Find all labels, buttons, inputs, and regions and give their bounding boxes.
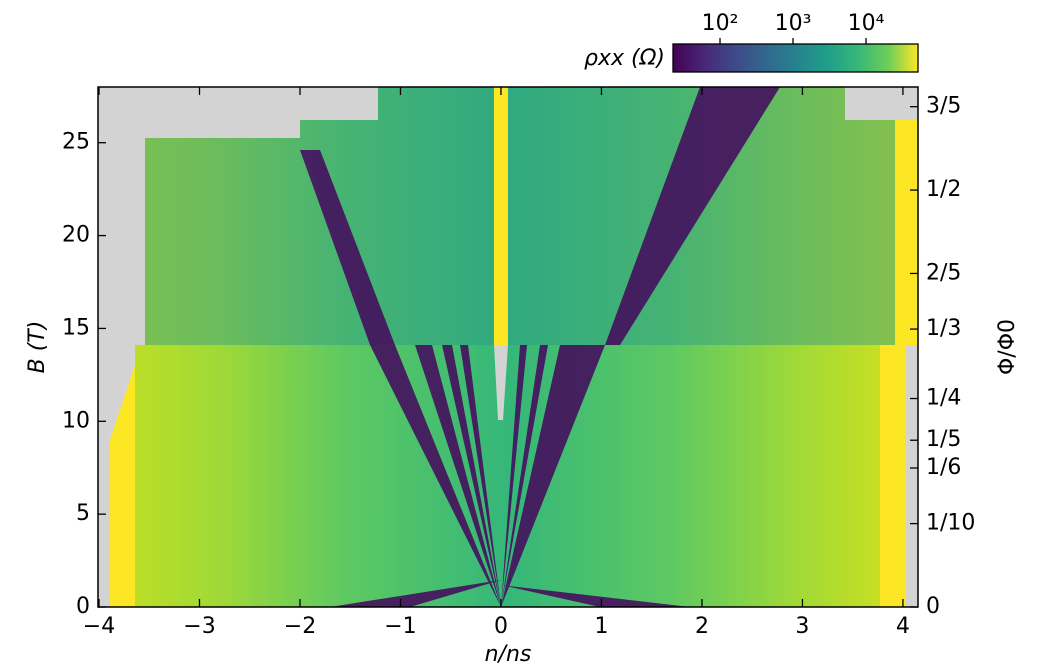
y2-tick-label: 0 <box>926 594 940 619</box>
x-tick-label: 1 <box>594 614 608 639</box>
colorbar-label: ρxx (Ω) <box>584 46 665 71</box>
x-tick-label: −3 <box>183 614 215 639</box>
y2-tick-label: 1/3 <box>926 316 961 341</box>
y-tick-label: 0 <box>76 594 90 619</box>
y2-tick-label: 1/5 <box>926 427 961 452</box>
plot-frame <box>97 86 919 608</box>
x-tick-label: 2 <box>695 614 709 639</box>
y2-tick-label: 1/4 <box>926 386 961 411</box>
y2-tick-label: 1/10 <box>926 511 975 536</box>
colorbar-tick-label: 10³ <box>775 11 812 36</box>
x-tick-label: 3 <box>795 614 809 639</box>
x-tick-label: −1 <box>384 614 416 639</box>
x-tick-label: −4 <box>83 614 115 639</box>
y-tick-label: 25 <box>62 130 90 155</box>
x-axis-label: n/ns <box>485 642 532 667</box>
y-tick-label: 20 <box>62 223 90 248</box>
y-tick-label: 15 <box>62 315 90 340</box>
y-tick-label: 5 <box>76 501 90 526</box>
y2-tick-label: 1/2 <box>926 177 961 202</box>
x-tick-label: 4 <box>896 614 910 639</box>
colorbar-tick-label: 10⁴ <box>848 11 885 36</box>
y2-tick-label: 3/5 <box>926 94 961 119</box>
y2-tick-label: 2/5 <box>926 260 961 285</box>
x-tick-label: −2 <box>284 614 316 639</box>
colorbar <box>672 43 919 73</box>
colorbar-tick-label: 10² <box>702 11 739 36</box>
y2-axis-label: Φ/Φ0 <box>995 319 1020 375</box>
x-tick-label: 0 <box>494 614 508 639</box>
y2-tick-label: 1/6 <box>926 455 961 480</box>
heatmap-image <box>98 87 918 607</box>
y-tick-label: 10 <box>62 408 90 433</box>
y-axis-label: B (T) <box>25 321 50 374</box>
